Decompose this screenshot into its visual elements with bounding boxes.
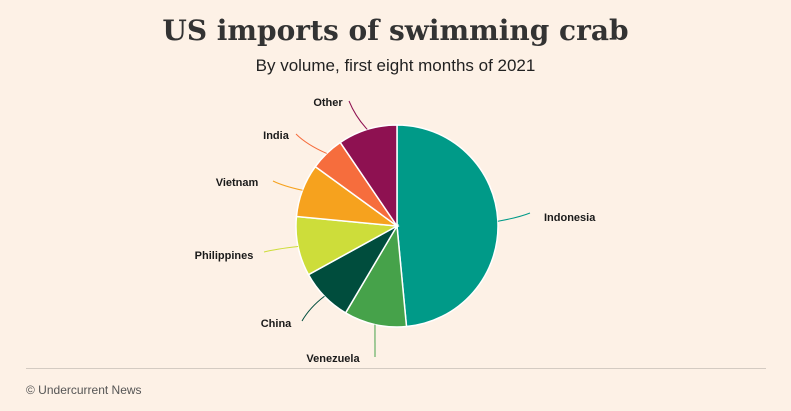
- leader-line-vietnam: [272, 180, 303, 191]
- leader-line-indonesia: [497, 212, 531, 222]
- slice-label-india: India: [263, 130, 290, 142]
- slice-label-other: Other: [313, 97, 343, 109]
- footer-divider: [26, 368, 766, 369]
- pie-slices: [295, 124, 499, 328]
- pie-leader-lines: [263, 100, 531, 358]
- slice-label-indonesia: Indonesia: [544, 212, 596, 224]
- source-credit: © Undercurrent News: [26, 383, 142, 397]
- pie-slice-indonesia[interactable]: [396, 124, 499, 328]
- slice-label-philippines: Philippines: [195, 250, 254, 262]
- chart-subtitle: By volume, first eight months of 2021: [255, 56, 536, 75]
- pie-slice-other[interactable]: [339, 124, 398, 229]
- chart-title: US imports of swimming crab: [162, 14, 629, 47]
- slice-label-vietnam: Vietnam: [216, 177, 259, 189]
- slice-label-china: China: [261, 318, 292, 330]
- leader-line-philippines: [263, 245, 299, 253]
- leader-line-india: [295, 133, 327, 154]
- pie-labels: Indonesia Venezuela China Philippines Vietna…: [195, 97, 597, 365]
- leader-line-other: [348, 100, 368, 130]
- leader-line-china: [301, 295, 325, 322]
- slice-label-venezuela: Venezuela: [306, 353, 360, 365]
